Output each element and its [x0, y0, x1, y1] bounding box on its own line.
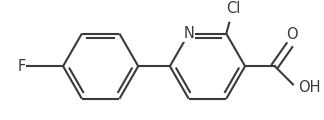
Text: F: F [17, 59, 26, 74]
Text: N: N [183, 26, 194, 41]
Text: Cl: Cl [226, 1, 240, 16]
Text: O: O [286, 27, 297, 42]
Text: OH: OH [298, 80, 320, 95]
